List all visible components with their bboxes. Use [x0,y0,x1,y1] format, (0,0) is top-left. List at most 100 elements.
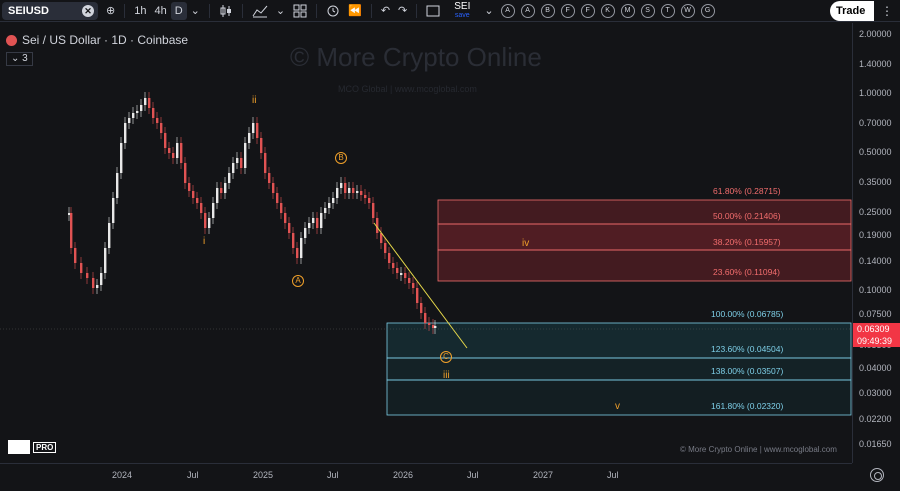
letter-g-button[interactable]: G [700,3,715,18]
price-tick: 1.00000 [859,88,892,98]
replay-icon[interactable]: ⏪ [348,5,362,17]
letter-k-button[interactable]: K [600,3,615,18]
indicator-toggle[interactable]: ⌄ 3 [6,52,33,66]
letter-a-button[interactable]: A [500,3,515,18]
candle-body [308,223,311,228]
candle-body [276,193,279,203]
redo-icon[interactable]: ↷ [398,5,408,17]
wave-label-c[interactable]: C [440,351,452,363]
interval-1h[interactable]: 1h [134,4,147,17]
undo-icon[interactable]: ↶ [380,5,391,17]
indicators-dropdown-icon[interactable]: ⌄ [275,5,286,17]
price-tick: 2.00000 [859,29,892,39]
trade-button[interactable]: Trade [830,1,874,21]
trendline[interactable] [373,222,468,349]
price-axis[interactable]: 2.00000 1.40000 1.00000 0.70000 0.50000 … [852,23,900,463]
divider [316,3,318,18]
legend-title: Sei / US Dollar · 1D · Coinbase [22,33,189,47]
indicators-icon[interactable] [248,2,272,20]
alert-icon[interactable] [322,2,344,20]
wave-label-i[interactable]: i [203,236,206,247]
save-label: save [454,12,470,19]
compare-symbol-button[interactable]: ⊕ [106,5,116,17]
price-tick: 0.03000 [859,388,892,398]
candle-body [228,173,231,183]
candle-body [68,213,71,215]
candle-body [336,188,339,198]
price-tick: 0.04000 [859,363,892,373]
symbol-search[interactable]: SEIUSD ✕ [2,1,98,20]
candle-body [376,218,379,233]
layout-grid-icon[interactable] [289,2,311,20]
chart-pane[interactable] [0,23,852,463]
indicator-count: 3 [22,53,28,64]
divider [416,3,418,18]
price-tick: 0.70000 [859,118,892,128]
price-tick: 0.25000 [859,207,892,217]
letter-w-button[interactable]: W [680,3,695,18]
candle-body [352,188,355,193]
letter-b-button[interactable]: B [540,3,555,18]
wave-label-iv[interactable]: iv [522,238,530,249]
wave-label-iii[interactable]: iii [443,370,450,381]
letter-f-button[interactable]: F [560,3,575,18]
candle-body [284,213,287,223]
candle-body [364,195,367,198]
candles-icon[interactable] [215,2,237,20]
time-tick: Jul [187,470,199,480]
fib-zone-38-23[interactable] [437,249,852,282]
candle-body [180,143,183,163]
candle-body [292,233,295,248]
letter-t-button[interactable]: T [660,3,675,18]
fullscreen-icon[interactable] [422,2,444,20]
candle-body [360,191,363,195]
wave-label-ii[interactable]: ii [252,95,257,106]
time-tick: Jul [327,470,339,480]
candle-body [116,173,119,198]
chart-settings-icon[interactable] [870,468,884,482]
candle-body [152,108,155,118]
candle-body [232,163,235,173]
candle-body [74,248,77,263]
candle-body [380,233,383,243]
clear-icon[interactable]: ✕ [82,4,94,17]
candle-body [176,143,179,158]
layout-dropdown-icon[interactable]: ⌄ [484,5,494,17]
interval-d[interactable]: D [170,1,187,20]
fib-zone-61-50[interactable] [437,199,852,225]
layout-save-button[interactable]: SEI save [454,2,470,20]
price-chart[interactable] [0,23,852,463]
chart-legend: Sei / US Dollar · 1D · Coinbase [6,33,188,47]
price-tick: 0.19000 [859,230,892,240]
fib-label-161-8: 161.80% (0.02320) [711,401,784,411]
fib-label-61-8: 61.80% (0.28715) [713,186,781,196]
candle-body [120,143,123,173]
time-tick: 2027 [533,470,554,480]
candle-body [80,263,83,273]
price-tick: 0.50000 [859,147,892,157]
candle-body [244,143,247,168]
fib-zone-50-38[interactable] [437,223,852,251]
time-axis[interactable]: 2024 Jul 2025 Jul 2026 Jul 2027 Jul [0,463,852,491]
letter-f2-button[interactable]: F [580,3,595,18]
wave-label-a[interactable]: A [292,275,304,287]
candle-body [296,248,299,258]
price-tick: 0.14000 [859,256,892,266]
divider [124,3,126,18]
candle-body [404,273,407,278]
interval-dropdown-icon[interactable]: ⌄ [190,5,200,17]
more-menu-icon[interactable]: ⋮ [881,4,893,18]
wave-label-v[interactable]: v [615,401,620,412]
letter-a2-button[interactable]: A [520,3,535,18]
candle-body [408,278,411,283]
candle-body [264,153,267,173]
candle-body [434,326,437,328]
candle-body [260,138,263,153]
interval-4h[interactable]: 4h [154,4,167,17]
fib-zone-138-161[interactable] [386,379,852,416]
letter-s-button[interactable]: S [640,3,655,18]
letter-m-button[interactable]: M [620,3,635,18]
time-tick: Jul [467,470,479,480]
candle-body [344,183,347,193]
wave-label-b[interactable]: B [335,152,347,164]
